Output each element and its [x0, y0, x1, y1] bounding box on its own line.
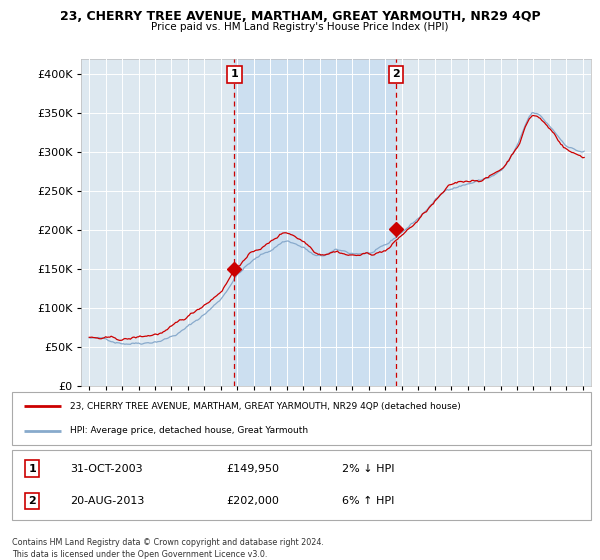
Text: £202,000: £202,000	[226, 496, 279, 506]
Text: Contains HM Land Registry data © Crown copyright and database right 2024.
This d: Contains HM Land Registry data © Crown c…	[12, 538, 324, 559]
FancyBboxPatch shape	[12, 392, 591, 445]
Text: £149,950: £149,950	[226, 464, 279, 474]
Text: 2: 2	[28, 496, 36, 506]
FancyBboxPatch shape	[12, 450, 591, 520]
Text: HPI: Average price, detached house, Great Yarmouth: HPI: Average price, detached house, Grea…	[70, 426, 308, 435]
Text: Price paid vs. HM Land Registry's House Price Index (HPI): Price paid vs. HM Land Registry's House …	[151, 22, 449, 32]
Text: 23, CHERRY TREE AVENUE, MARTHAM, GREAT YARMOUTH, NR29 4QP (detached house): 23, CHERRY TREE AVENUE, MARTHAM, GREAT Y…	[70, 402, 461, 411]
Text: 31-OCT-2003: 31-OCT-2003	[70, 464, 143, 474]
Bar	[235, 59, 396, 386]
Text: 6% ↑ HPI: 6% ↑ HPI	[342, 496, 394, 506]
Text: 20-AUG-2013: 20-AUG-2013	[70, 496, 144, 506]
Text: 1: 1	[230, 69, 238, 80]
Text: 2% ↓ HPI: 2% ↓ HPI	[342, 464, 395, 474]
Text: 1: 1	[28, 464, 36, 474]
Text: 23, CHERRY TREE AVENUE, MARTHAM, GREAT YARMOUTH, NR29 4QP: 23, CHERRY TREE AVENUE, MARTHAM, GREAT Y…	[59, 10, 541, 23]
Text: 2: 2	[392, 69, 400, 80]
